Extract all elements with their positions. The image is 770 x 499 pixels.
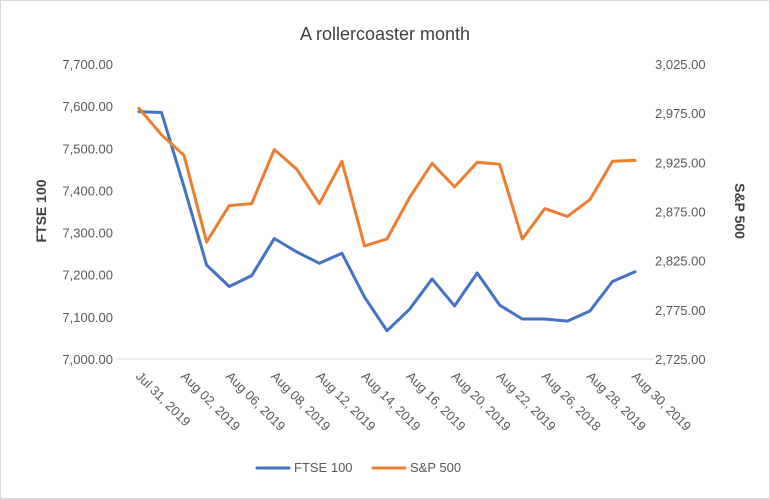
right-tick-label: 2,725.00 (655, 352, 706, 367)
chart-title: A rollercoaster month (300, 24, 470, 44)
right-tick-label: 3,025.00 (655, 57, 706, 72)
left-tick-label: 7,700.00 (62, 57, 113, 72)
y-axis-title-left: FTSE 100 (33, 179, 49, 242)
left-tick-label: 7,600.00 (62, 99, 113, 114)
legend-label-sp500: S&P 500 (410, 460, 461, 475)
left-tick-label: 7,500.00 (62, 141, 113, 156)
left-tick-label: 7,400.00 (62, 183, 113, 198)
right-tick-label: 2,875.00 (655, 205, 706, 220)
series-lines (137, 106, 637, 333)
legend: FTSE 100 S&P 500 (255, 460, 461, 475)
series-line-sp-500 (137, 106, 637, 248)
left-axis-ticks: 7,000.00 7,100.00 7,200.00 7,300.00 7,400.00… (62, 57, 113, 367)
left-tick-label: 7,300.00 (62, 226, 113, 241)
right-tick-label: 2,775.00 (655, 303, 706, 318)
right-tick-label: 2,825.00 (655, 254, 706, 269)
left-tick-label: 7,100.00 (62, 310, 113, 325)
right-tick-label: 2,925.00 (655, 155, 706, 170)
right-axis-ticks: 2,725.00 2,775.00 2,825.00 2,875.00 2,925.00… (655, 57, 706, 367)
left-tick-label: 7,000.00 (62, 352, 113, 367)
left-tick-label: 7,200.00 (62, 268, 113, 283)
right-tick-label: 2,975.00 (655, 106, 706, 121)
series-line-ftse-100 (137, 110, 637, 333)
legend-label-ftse: FTSE 100 (294, 460, 353, 475)
y-axis-title-right: S&P 500 (732, 183, 748, 239)
